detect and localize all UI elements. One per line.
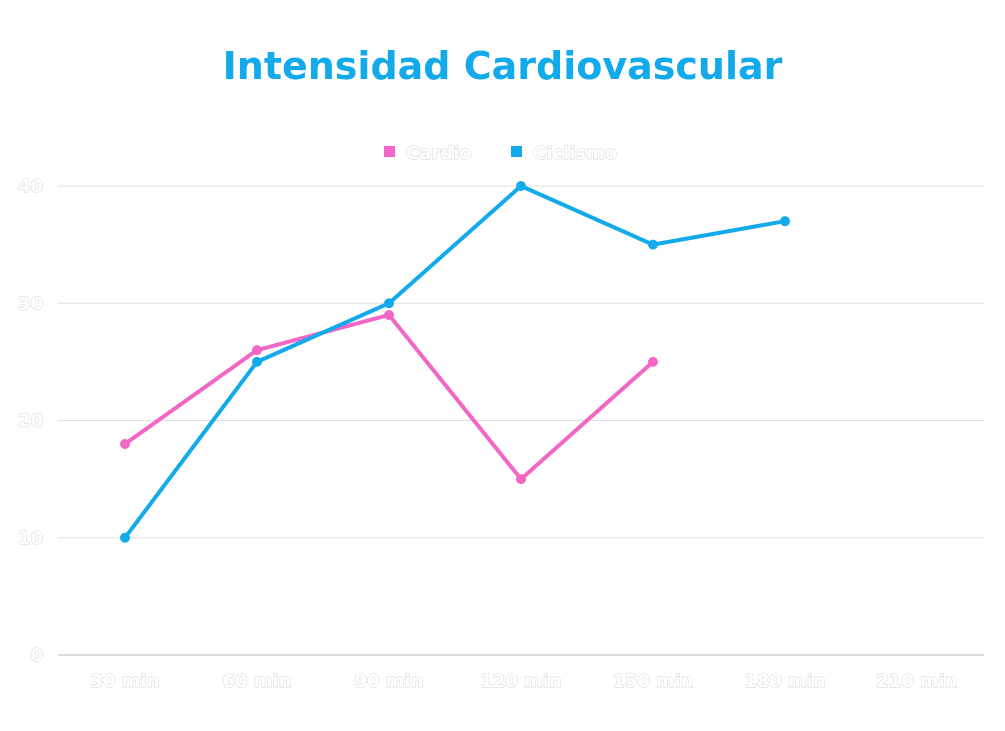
x-tick-label: 120 min	[480, 671, 562, 692]
y-tick-label: 0	[30, 645, 43, 666]
series-line	[123, 312, 655, 482]
legend-label: Ciclismo	[533, 143, 617, 164]
y-tick-label: 20	[18, 411, 43, 432]
data-point	[516, 474, 526, 485]
y-axis-ticks: 0 10 20 30 40	[17, 175, 43, 666]
legend-label: Cardio	[406, 143, 472, 164]
data-point	[120, 532, 130, 543]
legend-item: Cardio	[384, 142, 472, 165]
data-point	[780, 216, 790, 227]
series-0	[120, 309, 658, 485]
data-point	[384, 298, 394, 309]
data-point	[648, 356, 658, 367]
series-1	[120, 181, 790, 543]
series-line	[123, 184, 787, 540]
legend: Cardio Ciclismo	[384, 142, 618, 165]
x-tick-label: 60 min	[222, 671, 291, 692]
chart-title: Intensidad Cardiovascular	[222, 44, 783, 88]
legend-item: Ciclismo	[511, 142, 618, 165]
y-tick-label: 40	[18, 176, 43, 197]
legend-swatch	[511, 146, 522, 157]
x-tick-label: 90 min	[354, 671, 423, 692]
x-tick-label: 180 min	[744, 671, 826, 692]
data-point	[252, 356, 262, 367]
y-tick-label: 30	[18, 293, 43, 314]
data-point	[516, 181, 526, 191]
x-tick-label: 150 min	[612, 671, 694, 692]
data-point	[252, 345, 262, 356]
x-axis-ticks: 30 min 60 min 90 min 120 min 150 min 180 min 2…	[90, 670, 959, 692]
x-tick-label: 30 min	[90, 671, 159, 692]
series-lines	[120, 181, 790, 543]
gridlines	[58, 185, 984, 656]
legend-swatch	[384, 146, 395, 157]
data-point	[384, 309, 394, 320]
y-tick-label: 10	[18, 528, 43, 549]
data-point	[120, 438, 130, 449]
data-point	[648, 239, 658, 250]
x-tick-label: 210 min	[876, 671, 958, 692]
